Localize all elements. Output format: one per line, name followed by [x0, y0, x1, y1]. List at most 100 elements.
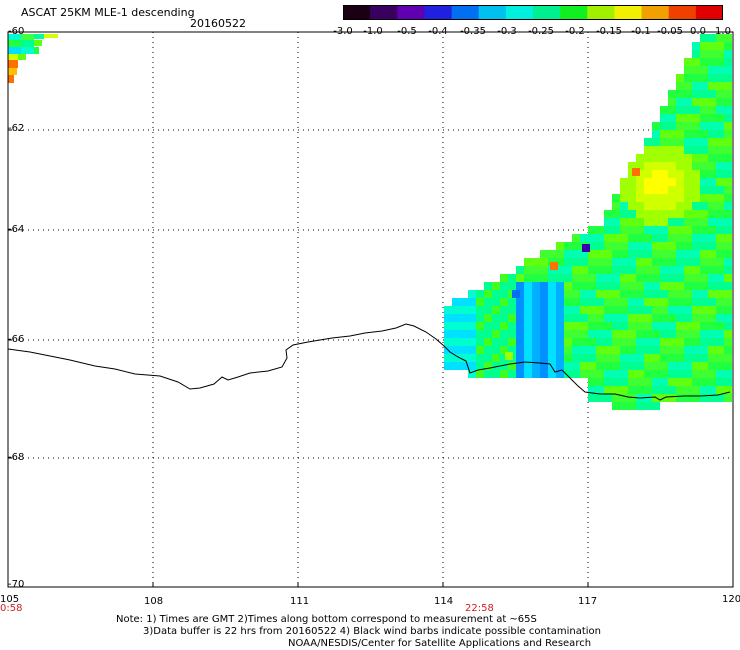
data-cell [620, 218, 628, 226]
data-cell [588, 330, 596, 338]
data-cell [612, 242, 620, 250]
data-cell [684, 378, 692, 386]
data-cell [700, 66, 708, 74]
data-cell [692, 218, 700, 226]
data-cell [684, 82, 692, 90]
data-cell [588, 250, 596, 258]
data-cell [484, 346, 492, 354]
data-cell [724, 138, 732, 146]
data-cell [724, 210, 732, 218]
data-cell [700, 218, 708, 226]
data-cell [684, 186, 692, 194]
data-cell [508, 298, 516, 306]
data-cell [636, 274, 644, 282]
data-cell [716, 162, 724, 170]
data-cell [628, 282, 636, 290]
data-cell [612, 322, 620, 330]
data-cell [612, 306, 620, 314]
data-cell [708, 114, 716, 122]
data-cell [708, 194, 716, 202]
data-cell [612, 330, 620, 338]
data-cell [596, 306, 604, 314]
data-cell [676, 394, 684, 402]
data-cell [676, 346, 684, 354]
data-cell [644, 146, 652, 154]
data-cell [684, 370, 692, 378]
data-cell [532, 322, 540, 330]
data-cell [484, 330, 492, 338]
data-cell [684, 226, 692, 234]
data-cell [716, 362, 724, 370]
data-cell [588, 258, 596, 266]
data-cell [692, 154, 700, 162]
data-cell [660, 194, 668, 202]
data-cell [684, 322, 692, 330]
data-cell [652, 122, 660, 130]
data-cell [692, 378, 700, 386]
data-cell [668, 250, 676, 258]
data-cell [516, 330, 524, 338]
data-cell [700, 82, 708, 90]
data-cell [652, 186, 660, 194]
data-cell [684, 146, 692, 154]
data-cell [676, 370, 684, 378]
data-cell [716, 130, 724, 138]
colorbar-swatch [343, 5, 371, 20]
data-cell [652, 386, 660, 394]
data-cell [508, 306, 516, 314]
data-cell [692, 178, 700, 186]
data-cell [564, 314, 572, 322]
data-cell [572, 290, 580, 298]
data-cell [668, 330, 676, 338]
data-cell [716, 170, 724, 178]
data-cell [8, 47, 21, 54]
data-cell [540, 330, 548, 338]
data-cell [636, 290, 644, 298]
data-cell [684, 178, 692, 186]
data-cell [692, 186, 700, 194]
lon-label-114: 114 [434, 596, 454, 607]
data-cell [716, 42, 724, 50]
data-cell [700, 194, 708, 202]
data-cell [620, 186, 628, 194]
data-cell [684, 282, 692, 290]
data-cell [700, 370, 708, 378]
data-cell [660, 186, 668, 194]
data-cell [660, 218, 668, 226]
data-cell [700, 306, 708, 314]
data-cell [580, 282, 588, 290]
data-cell [684, 274, 692, 282]
data-cell [676, 218, 684, 226]
data-cell [540, 258, 548, 266]
data-cell [676, 90, 684, 98]
data-cell [588, 354, 596, 362]
data-cell [708, 282, 716, 290]
data-cell [724, 370, 732, 378]
data-cell [604, 226, 612, 234]
data-cell [668, 290, 676, 298]
data-cell [700, 202, 708, 210]
data-cell [628, 218, 636, 226]
data-cell [724, 266, 732, 274]
data-cell [620, 258, 628, 266]
data-cell [34, 34, 44, 39]
data-cell [684, 290, 692, 298]
data-cell [468, 290, 476, 298]
data-cell [644, 242, 652, 250]
data-cell [8, 60, 18, 68]
data-cell [468, 362, 476, 370]
data-cell [532, 330, 540, 338]
data-cell [620, 322, 628, 330]
data-cell [644, 274, 652, 282]
data-cell [580, 234, 588, 242]
data-cell [676, 274, 684, 282]
data-cell [676, 154, 684, 162]
data-cell [604, 306, 612, 314]
data-cell [636, 298, 644, 306]
data-cell [8, 40, 21, 47]
chart-title: ASCAT 25KM MLE-1 descending [21, 6, 195, 19]
data-cell [724, 378, 732, 386]
data-cell [596, 370, 604, 378]
data-cell [676, 290, 684, 298]
data-cell [684, 386, 692, 394]
